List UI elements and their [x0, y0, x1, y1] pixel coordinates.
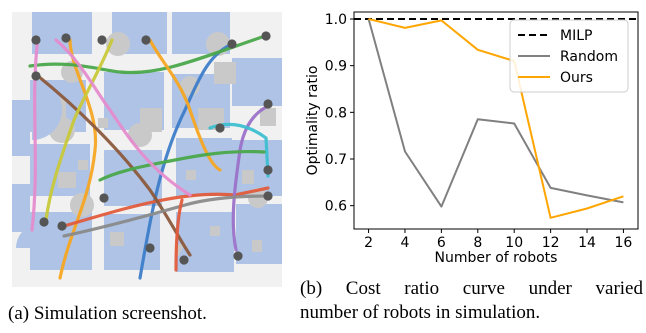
caption-b-line-2: number of robots in simulation. — [300, 301, 643, 325]
sim-zone — [232, 58, 282, 106]
x-tick-label: 14 — [578, 235, 596, 251]
caption-a: (a) Simulation screenshot. — [8, 302, 207, 326]
sim-robot — [263, 191, 272, 200]
legend-label-ours: Ours — [560, 70, 593, 86]
y-tick-label: 0.9 — [325, 59, 347, 75]
simulation-screenshot — [0, 0, 290, 292]
sim-obstacle — [78, 160, 88, 170]
y-axis-label: Optimality ratio — [305, 66, 321, 176]
sim-obstacle — [242, 170, 254, 184]
legend-label-milp: MILP — [560, 28, 592, 44]
sim-obstacle — [186, 170, 196, 180]
caption-b: (b) Cost ratio curve under varied number… — [300, 277, 643, 325]
sim-zone — [236, 204, 282, 264]
sim-robot — [39, 217, 48, 226]
x-tick-label: 10 — [505, 235, 523, 251]
sim-zone — [12, 184, 30, 232]
sim-zone — [32, 12, 92, 54]
sim-robot — [145, 243, 154, 252]
sim-robot — [263, 99, 272, 108]
sim-robot — [57, 221, 66, 230]
sim-robot — [261, 31, 270, 40]
legend-label-random: Random — [560, 49, 618, 65]
y-tick-label: 0.6 — [325, 199, 347, 215]
y-tick-label: 1.0 — [325, 12, 347, 28]
sim-zone — [12, 100, 30, 156]
sim-obstacle — [252, 240, 262, 252]
sim-obstacle — [58, 172, 76, 188]
x-tick-label: 2 — [364, 235, 373, 251]
x-tick-label: 6 — [437, 235, 446, 251]
sim-robot — [99, 193, 108, 202]
x-axis-label: Number of robots — [435, 250, 558, 266]
sim-robot — [61, 33, 70, 42]
sim-obstacle — [110, 232, 124, 246]
caption-b-line-1: (b) Cost ratio curve under varied — [300, 277, 643, 301]
sim-robot — [215, 123, 224, 132]
sim-robot — [233, 251, 242, 260]
sim-robot — [97, 35, 106, 44]
sim-robot — [179, 255, 188, 264]
x-tick-label: 8 — [473, 235, 482, 251]
sim-obstacle — [214, 62, 236, 84]
x-tick-label: 12 — [542, 235, 560, 251]
optimality-chart: 2 4 6 8 10 12 14 16 0.6 0.7 0.8 0.9 1.0 Number of rob… — [300, 0, 646, 270]
sim-robot — [31, 71, 40, 80]
sim-obstacle — [98, 118, 108, 128]
sim-obstacle — [210, 226, 220, 236]
x-tick-label: 4 — [401, 235, 410, 251]
x-tick-label: 16 — [615, 235, 633, 251]
sim-robot — [141, 35, 150, 44]
y-tick-label: 0.7 — [325, 152, 347, 168]
sim-robot — [31, 35, 40, 44]
sim-robot — [227, 39, 236, 48]
y-tick-label: 0.8 — [325, 105, 347, 121]
sim-robot — [263, 165, 272, 174]
